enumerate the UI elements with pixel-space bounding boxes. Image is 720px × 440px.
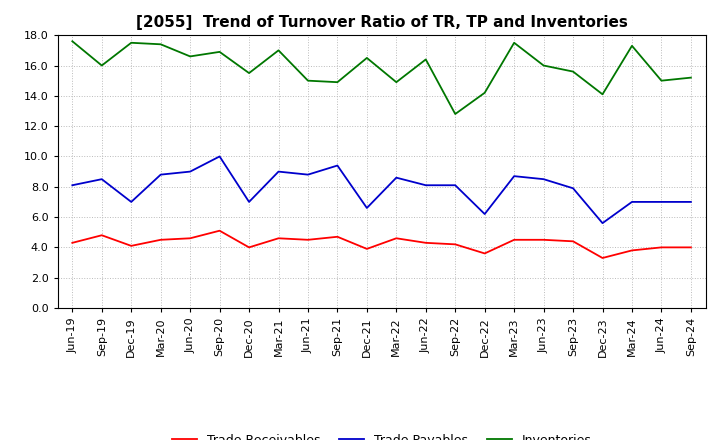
Trade Payables [363,205,372,211]
Trade Receivables [304,237,312,242]
Trade Payables [598,220,607,226]
Inventories [421,57,430,62]
Trade Receivables [333,234,342,239]
Trade Payables [657,199,666,205]
Trade Receivables [569,238,577,244]
Inventories [68,39,76,44]
Inventories [657,78,666,83]
Trade Payables [333,163,342,168]
Inventories [687,75,696,80]
Trade Receivables [598,255,607,260]
Inventories [274,48,283,53]
Trade Payables [215,154,224,159]
Trade Receivables [480,251,489,256]
Trade Payables [304,172,312,177]
Inventories [333,80,342,85]
Trade Receivables [628,248,636,253]
Trade Receivables [421,240,430,246]
Trade Payables [68,183,76,188]
Trade Payables [480,211,489,216]
Trade Receivables [363,246,372,252]
Inventories [392,80,400,85]
Inventories [539,63,548,68]
Inventories [245,70,253,76]
Trade Payables [156,172,165,177]
Trade Payables [687,199,696,205]
Inventories [598,92,607,97]
Title: [2055]  Trend of Turnover Ratio of TR, TP and Inventories: [2055] Trend of Turnover Ratio of TR, TP… [135,15,628,30]
Trade Receivables [274,236,283,241]
Line: Trade Receivables: Trade Receivables [72,231,691,258]
Trade Receivables [68,240,76,246]
Trade Receivables [451,242,459,247]
Trade Payables [274,169,283,174]
Trade Receivables [156,237,165,242]
Trade Payables [97,176,106,182]
Trade Payables [392,175,400,180]
Trade Payables [510,173,518,179]
Inventories [127,40,135,45]
Trade Payables [451,183,459,188]
Trade Payables [127,199,135,205]
Trade Payables [186,169,194,174]
Trade Payables [245,199,253,205]
Inventories [215,49,224,55]
Trade Receivables [215,228,224,233]
Trade Receivables [392,236,400,241]
Trade Receivables [127,243,135,249]
Inventories [97,63,106,68]
Trade Receivables [245,245,253,250]
Trade Payables [628,199,636,205]
Trade Payables [421,183,430,188]
Trade Payables [569,186,577,191]
Trade Receivables [186,236,194,241]
Trade Receivables [539,237,548,242]
Legend: Trade Receivables, Trade Payables, Inventories: Trade Receivables, Trade Payables, Inven… [166,429,597,440]
Trade Receivables [657,245,666,250]
Inventories [510,40,518,45]
Inventories [569,69,577,74]
Inventories [156,42,165,47]
Trade Receivables [687,245,696,250]
Inventories [363,55,372,61]
Inventories [480,90,489,95]
Trade Receivables [97,233,106,238]
Inventories [304,78,312,83]
Inventories [628,43,636,48]
Trade Payables [539,176,548,182]
Inventories [451,111,459,117]
Inventories [186,54,194,59]
Trade Receivables [510,237,518,242]
Line: Inventories: Inventories [72,41,691,114]
Line: Trade Payables: Trade Payables [72,157,691,223]
